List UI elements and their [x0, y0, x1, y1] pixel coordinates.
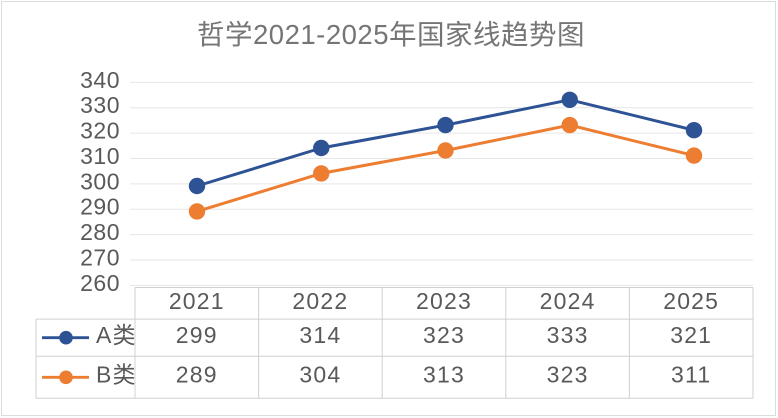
svg-text:333: 333	[547, 322, 589, 348]
svg-text:280: 280	[80, 219, 120, 245]
svg-text:310: 310	[80, 143, 120, 169]
svg-text:2021: 2021	[169, 288, 225, 314]
svg-text:311: 311	[671, 362, 711, 388]
svg-text:2024: 2024	[540, 288, 596, 314]
svg-text:B类: B类	[96, 362, 137, 388]
svg-text:289: 289	[176, 362, 218, 388]
svg-text:299: 299	[176, 322, 218, 348]
svg-text:A类: A类	[96, 322, 137, 348]
svg-text:2025: 2025	[663, 288, 719, 314]
svg-text:330: 330	[80, 92, 120, 118]
svg-text:304: 304	[299, 362, 341, 388]
svg-text:313: 313	[423, 362, 465, 388]
svg-text:2023: 2023	[416, 288, 472, 314]
svg-text:321: 321	[670, 322, 712, 348]
svg-text:290: 290	[80, 194, 120, 220]
svg-text:260: 260	[80, 270, 120, 296]
svg-text:320: 320	[80, 118, 120, 144]
svg-text:300: 300	[80, 168, 120, 194]
svg-text:270: 270	[80, 245, 120, 271]
svg-text:323: 323	[547, 362, 589, 388]
svg-text:314: 314	[299, 322, 341, 348]
svg-text:2022: 2022	[292, 288, 348, 314]
svg-text:340: 340	[80, 67, 120, 93]
svg-text:323: 323	[423, 322, 465, 348]
